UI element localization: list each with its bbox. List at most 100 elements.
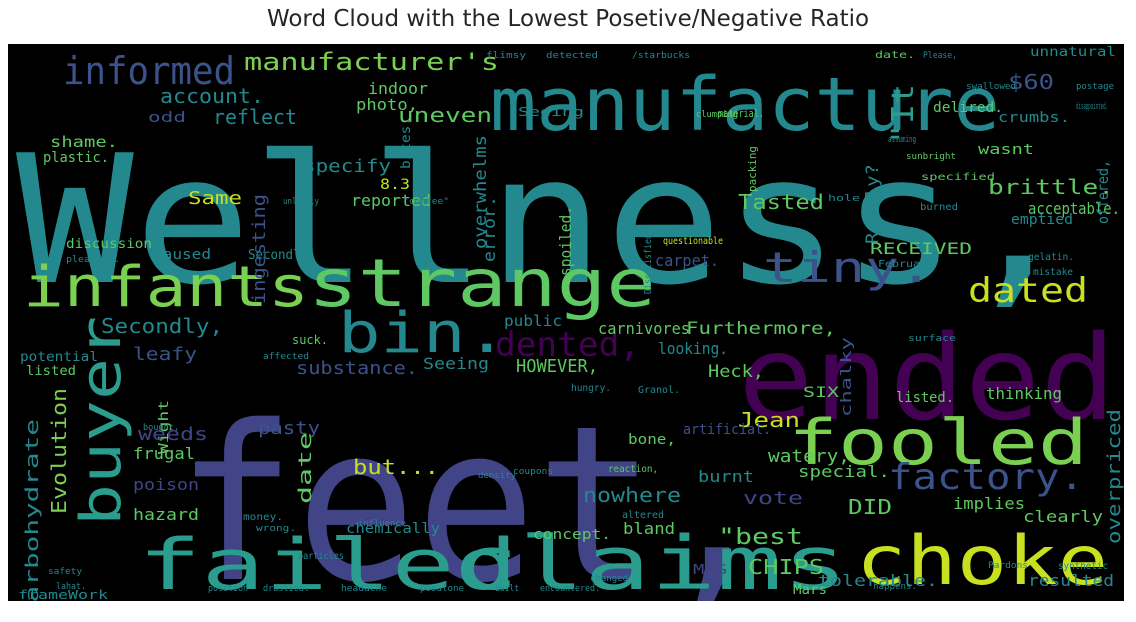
word-33: Jean	[738, 408, 800, 432]
word-35: watery,	[768, 446, 850, 467]
word-112: particles	[298, 551, 344, 562]
word-14: factory.	[888, 457, 1084, 498]
word-18: "It	[886, 84, 921, 144]
word-95: chemically	[346, 521, 440, 537]
word-93: discussion	[66, 237, 152, 252]
word-47: DID	[848, 495, 892, 519]
word-106: mistake	[1033, 267, 1073, 278]
word-108: reaction,	[608, 464, 658, 475]
word-31: carbohydrate	[22, 419, 43, 601]
word-138: disappointed.	[1076, 102, 1108, 112]
word-116: lahat.	[56, 582, 86, 592]
word-12: tiny.	[763, 243, 933, 292]
words-layer: Wellness, feet, manufacture ended strange cho…	[16, 45, 1124, 601]
word-94: Wight	[157, 400, 172, 454]
word-149: unlikely	[283, 197, 319, 207]
word-56: Same	[188, 188, 242, 209]
word-45: special.	[798, 462, 890, 481]
word-0: Wellness,	[16, 117, 1076, 324]
word-140: detected	[546, 51, 598, 61]
word-122: drastical	[263, 584, 309, 594]
word-126: encountered.	[540, 584, 600, 594]
word-144: "coffee"	[403, 197, 449, 207]
word-102: February	[878, 259, 934, 270]
word-50: weeds	[138, 424, 208, 445]
word-32: leafy	[133, 344, 197, 365]
word-23: uneven	[398, 103, 492, 127]
word-38: vote	[743, 488, 803, 509]
word-84: unnatural	[1030, 45, 1116, 60]
word-134: material.	[718, 107, 764, 120]
word-110: altered	[622, 510, 664, 521]
word-86: 8.3	[380, 177, 410, 193]
word-118: wrong.	[256, 524, 296, 534]
word-4: strange	[308, 245, 656, 322]
word-58: caused	[153, 247, 211, 263]
word-115: safety	[48, 567, 83, 577]
word-124: posalone	[420, 584, 464, 594]
word-69: looking.	[658, 339, 728, 358]
word-73: thinking	[986, 384, 1062, 403]
word-77: indoor	[368, 79, 428, 98]
word-141: /starbucks	[632, 51, 690, 61]
word-68: carpet.	[655, 251, 719, 270]
word-6: failed	[138, 524, 518, 601]
word-148: coupons	[513, 467, 553, 477]
word-87: bites.	[399, 117, 414, 169]
word-61: overwhelms	[471, 135, 491, 249]
word-1: feet,	[176, 379, 776, 601]
word-91: potential	[20, 350, 98, 365]
word-72: chalky	[839, 337, 855, 417]
word-52: poison	[133, 475, 199, 494]
word-88: Secondly	[248, 248, 308, 263]
word-76: photo,	[356, 95, 418, 114]
word-147: hole.	[828, 194, 868, 204]
word-5: choke	[856, 522, 1108, 601]
word-92: listed	[26, 364, 76, 379]
word-27: HOWEVER,	[516, 356, 598, 377]
word-109: Granol.	[638, 385, 680, 396]
word-11: bin.	[338, 301, 508, 366]
word-81: delired.	[933, 100, 1003, 116]
word-59: ingesting	[249, 194, 270, 304]
word-2: manufacture	[490, 62, 1000, 148]
word-101: questionable	[663, 236, 723, 247]
word-135: packing	[746, 146, 759, 192]
word-10: infants	[23, 255, 309, 320]
word-74: listed.	[896, 390, 954, 406]
word-145: affected	[263, 352, 309, 362]
word-123: headache	[341, 584, 387, 594]
word-9: buyer	[69, 316, 134, 526]
word-117: money.	[243, 512, 283, 523]
word-64: Really?	[863, 164, 883, 244]
word-99: frameWork	[18, 588, 109, 601]
word-40: CHIPS	[748, 555, 824, 579]
word-119: influence	[358, 519, 406, 529]
word-cloud: Wellness, feet, manufacture ended strange cho…	[8, 44, 1124, 601]
word-142: Dissatisfied	[643, 234, 654, 294]
word-57: reported	[351, 191, 431, 210]
word-136: clumping	[696, 110, 738, 120]
word-62: error.	[480, 196, 500, 262]
word-42: clearly	[1023, 507, 1103, 526]
word-37: nowhere	[583, 483, 681, 507]
word-46: implies	[953, 494, 1025, 513]
word-70: carnivores	[598, 319, 690, 338]
word-90: artificial.	[683, 422, 771, 438]
chart-title: Word Cloud with the Lowest Posetive/Nega…	[266, 6, 870, 32]
word-63: spoiled.	[556, 206, 575, 276]
word-105: sunbright	[906, 152, 956, 162]
word-131: Please,	[923, 51, 957, 61]
word-150: surface	[908, 334, 956, 344]
word-17: manufacturer's	[244, 48, 499, 76]
word-67: RECEIVED	[870, 239, 972, 258]
word-16: dented,	[495, 325, 640, 365]
word-41: overpriced	[1104, 409, 1124, 544]
word-125: built	[495, 584, 519, 594]
word-111: synthetic	[1058, 561, 1108, 572]
word-49: bland	[623, 519, 675, 538]
word-36: but...	[353, 455, 439, 479]
word-128: changed	[590, 574, 628, 584]
word-75: SIX	[803, 385, 840, 401]
word-65: acceptable.	[1028, 199, 1120, 218]
